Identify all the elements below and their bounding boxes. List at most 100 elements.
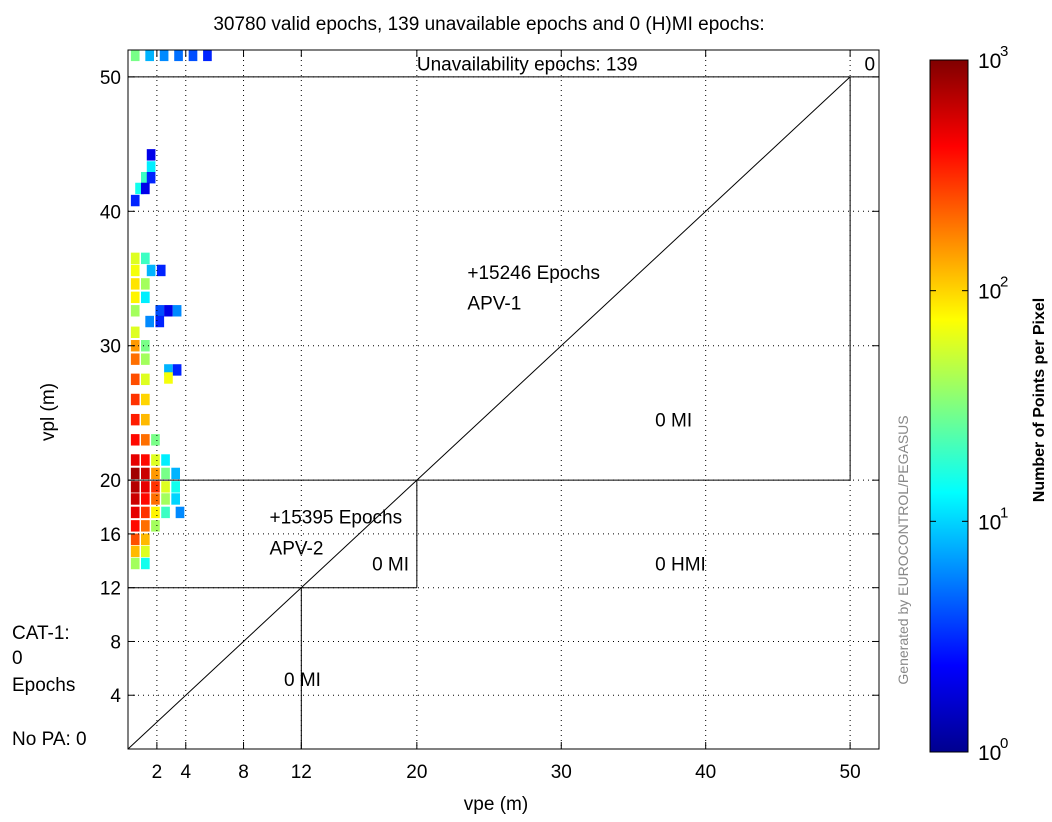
y-tick-label: 50 <box>100 68 121 89</box>
plot-frame <box>127 49 880 750</box>
cat1-label-line2: 0 <box>12 648 23 669</box>
heatmap-cell <box>140 467 150 480</box>
x-axis-label: vpe (m) <box>464 794 528 815</box>
heatmap-cell <box>151 454 160 466</box>
heatmap-cell <box>135 182 144 195</box>
y-tick-label: 8 <box>110 632 121 653</box>
y-tick-label: 12 <box>100 579 121 600</box>
heatmap-cell <box>145 315 154 328</box>
annotation-apv2-label: APV-2 <box>270 538 324 559</box>
heatmap-cell <box>164 372 173 384</box>
heatmap-cell <box>146 171 156 184</box>
no-pa-label: No PA: 0 <box>12 729 87 750</box>
x-ticks: 2 4 8 12 20 30 40 50 <box>152 50 861 783</box>
heatmap-cell <box>140 454 150 466</box>
heatmap-cells <box>130 49 212 570</box>
x-tick-label: 30 <box>551 762 572 783</box>
heatmap-cell <box>130 264 140 277</box>
heatmap-cell <box>140 182 150 195</box>
heatmap-cell <box>130 49 140 62</box>
heatmap-cell <box>140 291 150 304</box>
heatmap-cell <box>140 481 150 493</box>
heatmap-cell <box>140 506 150 519</box>
x-tick-label: 4 <box>180 762 191 783</box>
heatmap-cell <box>172 305 182 317</box>
heatmap-cell <box>130 340 140 352</box>
heatmap-cell <box>155 315 165 328</box>
heatmap-cell <box>175 506 185 519</box>
heatmap-cell <box>130 454 140 466</box>
heatmap-cell <box>140 340 150 352</box>
heatmap-cell <box>161 481 170 493</box>
heatmap-cell <box>155 305 165 317</box>
heatmap-cell <box>140 252 150 265</box>
annotation-corner-zero: 0 <box>865 54 876 75</box>
heatmap-cell <box>130 493 140 505</box>
heatmap-cell <box>159 49 169 62</box>
y-axis-label: vpl (m) <box>38 383 59 441</box>
annotation-mi-lower: 0 MI <box>284 670 321 691</box>
heatmap-cell <box>151 481 160 493</box>
region-boundary-line <box>127 76 851 750</box>
heatmap-cell <box>130 278 140 290</box>
colorbar <box>929 59 969 753</box>
heatmap-cell <box>164 364 173 376</box>
heatmap-cell <box>171 481 180 493</box>
cat1-label-line3: Epochs <box>12 675 75 696</box>
heatmap-cell <box>164 305 173 317</box>
heatmap-cell <box>161 506 170 519</box>
heatmap-cell <box>140 520 150 532</box>
heatmap-cell <box>130 305 140 317</box>
heatmap-cell <box>140 373 150 386</box>
heatmap-cell <box>130 434 140 446</box>
y-tick-label: 40 <box>100 202 121 223</box>
heatmap-cell <box>172 364 182 376</box>
heatmap-cell <box>130 291 140 304</box>
colorbar-tick-exponent: 1 <box>1000 504 1008 521</box>
heatmap-cell <box>130 194 140 207</box>
heatmap-cell <box>140 393 150 406</box>
x-tick-label: 20 <box>406 762 427 783</box>
heatmap-cell <box>130 557 140 570</box>
watermark: Generated by EUROCONTROL/PEGASUS <box>895 415 911 684</box>
heatmap-cell <box>130 413 140 426</box>
heatmap-cell <box>146 161 156 173</box>
annotation-apv1-label: APV-1 <box>467 294 521 315</box>
annotation-apv1-count: +15246 Epochs <box>467 263 600 284</box>
heatmap-cell <box>151 520 160 532</box>
x-tick-label: 2 <box>152 762 163 783</box>
heatmap-cell <box>171 467 180 480</box>
heatmap-cell <box>156 264 166 277</box>
heatmap-cell <box>130 533 140 546</box>
heatmap-cell <box>174 49 183 62</box>
heatmap-cell <box>151 434 160 446</box>
heatmap-cell <box>140 545 150 558</box>
colorbar-tick-base: 10 <box>978 511 1001 534</box>
y-ticks: 4 8 12 16 20 30 40 50 <box>100 68 879 707</box>
heatmap-cell <box>161 467 170 480</box>
heatmap-cell <box>161 454 170 466</box>
y-tick-label: 20 <box>100 471 121 492</box>
annotations: Unavailability epochs: 139 0 +15246 Epochs… <box>270 54 876 691</box>
heatmap-cell <box>130 252 140 265</box>
heatmap-cell <box>140 557 150 570</box>
colorbar-tick-base: 10 <box>978 50 1001 73</box>
heatmap-cell <box>140 413 150 426</box>
colorbar-label: Number of Points per Pixel <box>1031 298 1048 502</box>
heatmap-cell <box>130 520 140 532</box>
colorbar-tick-base: 10 <box>978 742 1001 765</box>
heatmap-cell <box>146 264 156 277</box>
x-tick-label: 40 <box>695 762 716 783</box>
y-tick-label: 16 <box>100 525 121 546</box>
heatmap-cell <box>203 49 212 62</box>
chart-title: 30780 valid epochs, 139 unavailable epoc… <box>213 14 764 35</box>
heatmap-cell <box>140 353 150 365</box>
heatmap-cell <box>188 49 198 62</box>
heatmap-cell <box>130 353 140 365</box>
heatmap-cell <box>161 493 170 505</box>
x-tick-label: 8 <box>238 762 249 783</box>
heatmap-cell <box>151 506 160 519</box>
heatmap-cell <box>130 545 140 558</box>
